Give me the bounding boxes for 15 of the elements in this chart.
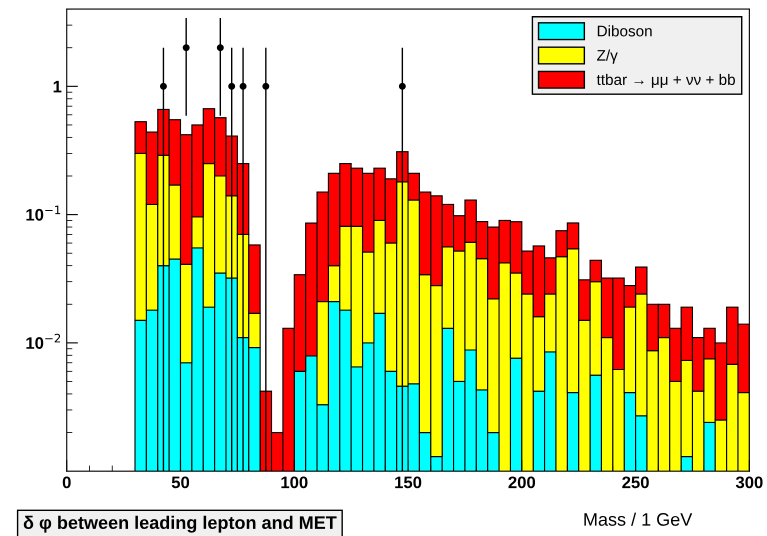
y-tick-label: 1 [54,80,62,92]
y-tick-label: 10$^{−1}$ [26,206,60,221]
legend-label: Diboson [598,25,652,36]
x-tick-label: 100 [281,476,308,488]
x-tick-label: 200 [508,476,536,488]
legend-label: ttbar → μμ + νν + bb [596,74,735,88]
x-axis-title: Mass / 1 GeV [584,512,692,526]
x-tick-label: 150 [395,476,422,488]
x-tick-label: 50 [172,476,190,488]
x-tick-label: 300 [736,476,763,488]
legend-label: Z/γ [597,50,618,64]
y-tick-label: 10$^{−2}$ [26,334,60,349]
x-tick-label: 250 [622,476,649,488]
text: δ φ between leading lepton and MET [24,516,337,533]
x-tick-label: 0 [62,476,71,488]
